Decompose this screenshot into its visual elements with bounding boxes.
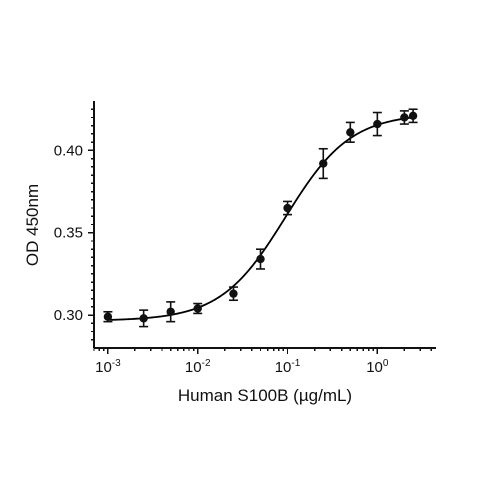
x-tick-label: 100 (366, 358, 389, 376)
data-point (103, 312, 113, 321)
data-point (408, 111, 418, 121)
x-tick-exponent: -2 (202, 358, 211, 369)
y-tick-label: 0.40 (54, 142, 83, 159)
y-tick-label: 0.30 (54, 307, 83, 324)
data-point (373, 119, 382, 129)
x-tick-base: 10 (185, 359, 202, 376)
data-point (319, 159, 328, 168)
error-bars (103, 108, 418, 328)
x-tick-base: 10 (366, 359, 383, 376)
data-point (166, 307, 175, 316)
data-point (256, 254, 265, 264)
y-axis-title: OD 450nm (23, 184, 42, 266)
data-point (346, 128, 355, 137)
x-axis: 10-3 10-2 10-1 100 (93, 347, 436, 376)
x-tick-label: 10-2 (185, 358, 211, 376)
y-axis: 0.30 0.35 0.40 (54, 101, 95, 348)
x-tick-base: 10 (95, 359, 112, 376)
data-point (283, 203, 292, 213)
x-tick-exponent: -1 (291, 358, 300, 369)
data-point (229, 289, 238, 298)
x-tick-exponent: -3 (112, 358, 121, 369)
x-tick-exponent: 0 (383, 358, 389, 369)
data-point (193, 304, 202, 313)
x-tick-label: 10-3 (95, 358, 121, 376)
x-tick-label: 10-1 (275, 358, 301, 376)
x-tick-base: 10 (275, 359, 292, 376)
x-axis-title: Human S100B (µg/mL) (178, 386, 352, 405)
y-tick-label: 0.35 (54, 225, 83, 242)
fit-curve (107, 116, 415, 321)
x-ticks: 10-3 10-2 10-1 100 (93, 348, 433, 376)
data-point (139, 314, 148, 323)
data-points (103, 111, 418, 323)
y-ticks: 0.30 0.35 0.40 (54, 108, 94, 341)
data-point (400, 113, 409, 122)
